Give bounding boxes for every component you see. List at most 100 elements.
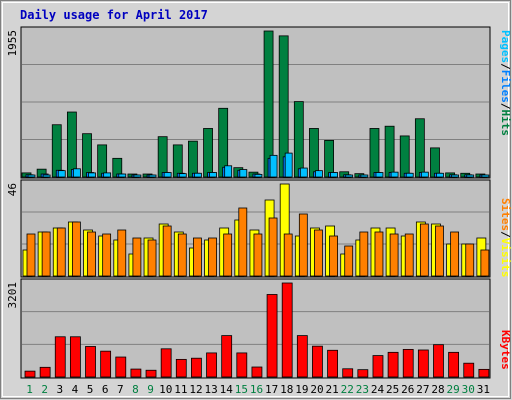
kbytes-bar: [417, 349, 429, 378]
kbytes-bar: [296, 335, 308, 378]
legend-separator: /: [499, 231, 512, 238]
kbytes-bar: [357, 369, 369, 378]
day-label: 27: [416, 383, 429, 396]
day-label: 12: [189, 383, 202, 396]
pages-bar: [57, 170, 66, 178]
sites-bar: [435, 225, 444, 277]
kbytes-bar: [478, 368, 490, 378]
pages-bar: [239, 169, 248, 178]
kbytes-bar: [312, 345, 323, 378]
legend-separator: /: [499, 103, 512, 110]
day-label: 11: [174, 383, 187, 396]
pages-bar: [254, 173, 263, 178]
pages-bar: [330, 172, 338, 178]
pages-bar: [178, 173, 187, 178]
kbytes-bar: [221, 335, 233, 378]
panel-visits-bars: [22, 183, 490, 277]
kbytes-bar: [130, 368, 142, 378]
day-label: 8: [132, 383, 139, 396]
kbytes-bar: [175, 358, 187, 378]
kbytes-bar: [24, 370, 36, 378]
sites-bar: [193, 237, 202, 277]
sites-bar: [253, 233, 263, 277]
day-label: 19: [295, 383, 308, 396]
sites-bar: [162, 225, 172, 277]
pages-bar: [360, 174, 369, 178]
panel-kbytes-bars: [24, 282, 490, 378]
day-label: 28: [431, 383, 444, 396]
day-label: 13: [204, 383, 217, 396]
day-label: 31: [477, 383, 490, 396]
hits-legend: Pages/Files/Hits: [499, 30, 512, 136]
day-label: 4: [72, 383, 79, 396]
pages-bar: [88, 172, 96, 178]
panel-hits-bars: [21, 30, 490, 178]
pages-bar: [345, 174, 354, 178]
legend-separator: /: [499, 63, 512, 70]
day-label: 18: [280, 383, 293, 396]
legend-kbytes: KBytes: [499, 330, 512, 370]
day-label: 20: [310, 383, 323, 396]
hits-bar: [309, 128, 319, 178]
hits-bar: [157, 136, 168, 178]
hits-bar: [203, 128, 213, 178]
legend-visits: Visits: [499, 238, 512, 278]
hits-bar: [97, 144, 108, 178]
legend-sites: Sites: [499, 198, 512, 231]
sites-bar: [389, 233, 399, 277]
pages-bar: [194, 172, 202, 178]
kbytes-bar: [236, 352, 248, 378]
day-label: 10: [159, 383, 172, 396]
kbytes-bar: [387, 351, 399, 378]
hits-bar: [384, 125, 395, 178]
pages-bar: [103, 172, 112, 178]
day-label: 24: [371, 383, 385, 396]
kbytes-panel: 3201 KBytes: [6, 278, 512, 379]
pages-bar: [72, 168, 81, 178]
sites-bar: [283, 233, 293, 277]
sites-bar: [132, 237, 142, 277]
kbytes-bar: [251, 366, 263, 378]
hits-bar: [293, 101, 304, 178]
kbytes-bar: [372, 355, 384, 378]
kbytes-bar: [115, 356, 127, 378]
day-label: 1: [26, 383, 33, 396]
day-label: 14: [220, 383, 234, 396]
kbytes-bar: [266, 294, 278, 378]
sites-bar: [374, 231, 384, 277]
sites-bar: [268, 217, 278, 277]
day-label: 16: [250, 383, 263, 396]
hits-bar: [66, 111, 77, 178]
day-label: 17: [265, 383, 278, 396]
pages-bar: [269, 154, 278, 178]
pages-bar: [133, 174, 142, 178]
kbytes-bar: [54, 336, 66, 378]
sites-bar: [26, 233, 36, 277]
pages-bar: [315, 170, 323, 178]
legend-files: Files: [499, 70, 512, 103]
day-label: 5: [87, 383, 94, 396]
kbytes-bar: [206, 352, 217, 378]
kbytes-bar: [281, 282, 293, 378]
sites-bar: [314, 229, 323, 277]
sites-bar: [56, 227, 66, 277]
day-label: 25: [386, 383, 399, 396]
pages-bar: [375, 172, 384, 178]
kbytes-bar: [402, 348, 414, 378]
kbytes-bar: [69, 336, 81, 378]
hits-bar: [324, 140, 334, 178]
sites-bar: [465, 243, 475, 277]
hits-files-pages-panel: 1955 Pages/Files/Hits: [6, 26, 512, 179]
sites-bar: [238, 207, 248, 277]
sites-bar: [41, 231, 51, 277]
kbytes-bar: [433, 344, 444, 378]
visits-sites-panel: 46 Sites/Visits: [6, 179, 512, 278]
day-label: 29: [447, 383, 460, 396]
pages-bar: [299, 167, 308, 178]
sites-bar: [480, 249, 490, 277]
sites-bar: [344, 245, 354, 277]
sites-bar: [419, 223, 429, 277]
hits-bar: [399, 135, 410, 178]
day-label: 3: [57, 383, 64, 396]
